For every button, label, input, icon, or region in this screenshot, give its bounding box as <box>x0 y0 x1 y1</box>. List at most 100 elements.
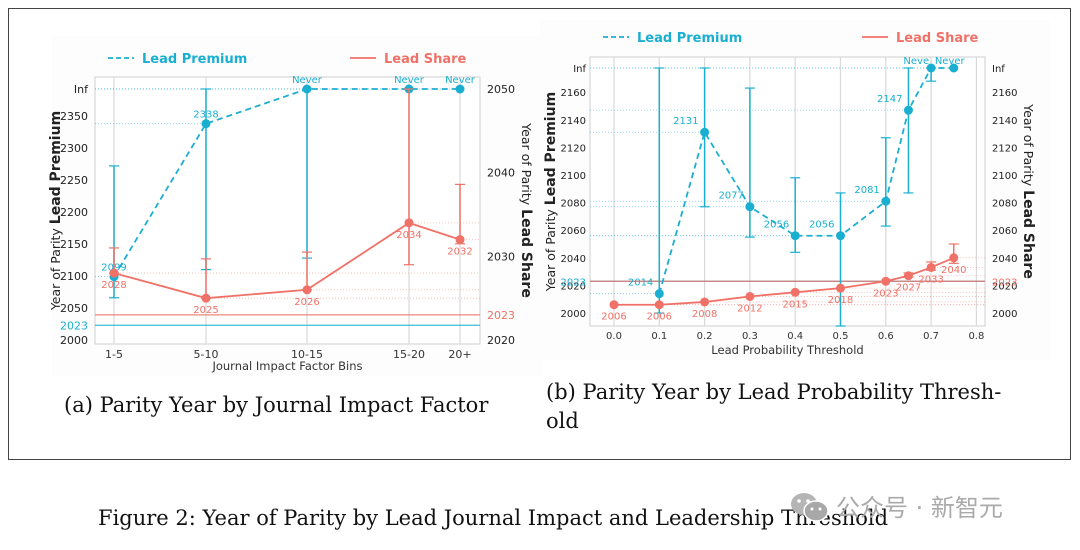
series-line-share <box>614 256 955 306</box>
data-point-premium <box>881 196 891 206</box>
ref-label-share: 2023 <box>487 309 515 322</box>
y-right-tick-label: 2060 <box>992 226 1017 237</box>
data-label-share: 2025 <box>193 305 218 316</box>
data-point-share <box>700 297 710 307</box>
data-label-share: 2018 <box>828 295 853 306</box>
data-label-share: 2006 <box>601 312 626 323</box>
watermark: 公众号 · 新智元 <box>790 488 1003 523</box>
data-point-share <box>903 271 913 281</box>
y-left-label-bold: Lead Premium <box>48 111 64 224</box>
data-point-premium <box>790 231 800 241</box>
y-right-tick-label: 2030 <box>487 250 515 263</box>
data-point-share <box>455 235 465 245</box>
y-right-label-prefix: Year of Parity <box>1021 103 1036 190</box>
y-right-tick-label: 2080 <box>992 199 1017 210</box>
data-label-share: 2026 <box>294 297 319 308</box>
ref-label-premium: 2023 <box>60 319 88 332</box>
y-left-tick-label: Inf <box>573 64 586 75</box>
y-left-label-bold: Lead Premium <box>543 92 559 205</box>
y-right-tick-label: 2100 <box>992 171 1017 182</box>
data-label-premium: 2056 <box>764 220 789 231</box>
data-label-share: 2028 <box>101 280 126 291</box>
ref-label-premium: 2023 <box>561 277 586 288</box>
y-left-tick-label: 2100 <box>561 171 586 182</box>
figure-frame <box>8 8 1071 460</box>
y-left-tick-label: 2200 <box>60 206 88 219</box>
y-right-tick-label: Inf <box>992 64 1005 75</box>
y-left-axis-label: Year of Parity Lead Premium <box>48 111 64 311</box>
data-label-premium: Never <box>292 75 323 86</box>
x-axis-label: Journal Impact Factor Bins <box>211 359 362 373</box>
y-left-tick-label: 2300 <box>60 142 88 155</box>
data-label-premium: Neve <box>903 56 929 67</box>
data-label-premium: 2077 <box>718 191 743 202</box>
y-left-tick-label: 2100 <box>60 270 88 283</box>
data-point-share <box>609 300 619 310</box>
x-tick-label: 10-15 <box>291 348 323 361</box>
data-point-premium <box>654 289 664 299</box>
data-label-share: 2008 <box>692 309 717 320</box>
y-left-tick-label: 2140 <box>561 116 586 127</box>
data-point-share <box>654 300 664 310</box>
y-left-tick-label: 2150 <box>60 238 88 251</box>
data-label-premium: 2056 <box>809 220 834 231</box>
data-point-premium <box>903 105 913 115</box>
data-label-premium: 2338 <box>193 110 218 121</box>
data-label-share: 2027 <box>896 283 921 294</box>
y-right-axis-label: Year of Parity Lead Share <box>1020 103 1036 279</box>
y-right-axis-label: Year of Parity Lead Share <box>518 122 534 298</box>
data-point-share <box>949 253 959 263</box>
data-label-share: 2006 <box>647 312 672 323</box>
y-left-tick-label: 2250 <box>60 174 88 187</box>
y-right-tick-label: 2000 <box>992 309 1017 320</box>
y-right-tick-label: 2140 <box>992 116 1017 127</box>
data-point-share <box>404 218 414 228</box>
y-right-tick-label: 2160 <box>992 88 1017 99</box>
y-left-tick-label: 2000 <box>60 334 88 347</box>
data-label-share: 2033 <box>918 274 943 285</box>
data-label-premium: 2131 <box>673 116 698 127</box>
data-label-share: 2023 <box>873 288 898 299</box>
data-label-share: 2040 <box>941 265 966 276</box>
x-tick-label: 0.8 <box>968 331 984 342</box>
y-left-tick-label: 2080 <box>561 199 586 210</box>
data-point-share <box>881 276 891 286</box>
data-point-share <box>745 291 755 301</box>
legend-premium-label: Lead Premium <box>637 31 742 46</box>
y-left-axis-label: Year of Parity Lead Premium <box>543 92 559 292</box>
subcaption-b: (b) Parity Year by Lead Probability Thre… <box>546 378 1046 436</box>
x-tick-label: 0.0 <box>606 331 622 342</box>
figure-caption: Figure 2: Year of Parity by Lead Journal… <box>98 506 889 530</box>
data-point-share <box>201 293 211 303</box>
data-label-premium: 2014 <box>628 278 653 289</box>
y-left-tick-label: Inf <box>74 83 89 96</box>
data-label-share: 2032 <box>447 247 472 258</box>
data-label-premium: Never <box>935 56 966 67</box>
data-point-premium <box>302 84 312 94</box>
y-left-tick-label: 2020 <box>561 281 586 292</box>
x-tick-label: 0.7 <box>923 331 939 342</box>
y-left-tick-label: 2050 <box>60 302 88 315</box>
x-tick-label: 15-20 <box>393 348 425 361</box>
x-tick-label: 5-10 <box>194 348 219 361</box>
y-left-label-prefix: Year of Parity <box>543 205 558 292</box>
data-label-share: 2015 <box>782 299 807 310</box>
legend-premium-label: Lead Premium <box>142 52 247 67</box>
subcaption-b-line1: (b) Parity Year by Lead Probability Thre… <box>546 380 1002 404</box>
x-tick-label: 0.2 <box>697 331 713 342</box>
y-right-label-bold: Lead Share <box>518 209 534 298</box>
plot-area <box>94 76 481 345</box>
data-point-premium <box>745 202 755 212</box>
legend-share-label: Lead Share <box>384 52 467 67</box>
legend-share-label: Lead Share <box>896 31 979 46</box>
data-point-premium <box>836 231 845 241</box>
y-right-tick-label: 2040 <box>487 167 515 180</box>
x-tick-label: 0.4 <box>787 331 803 342</box>
y-right-tick-label: 2040 <box>992 254 1017 265</box>
data-point-premium <box>201 119 211 129</box>
y-left-tick-label: 2120 <box>561 143 586 154</box>
y-right-tick-label: 2120 <box>992 143 1017 154</box>
y-left-tick-label: 2060 <box>561 226 586 237</box>
data-point-premium <box>926 63 936 73</box>
